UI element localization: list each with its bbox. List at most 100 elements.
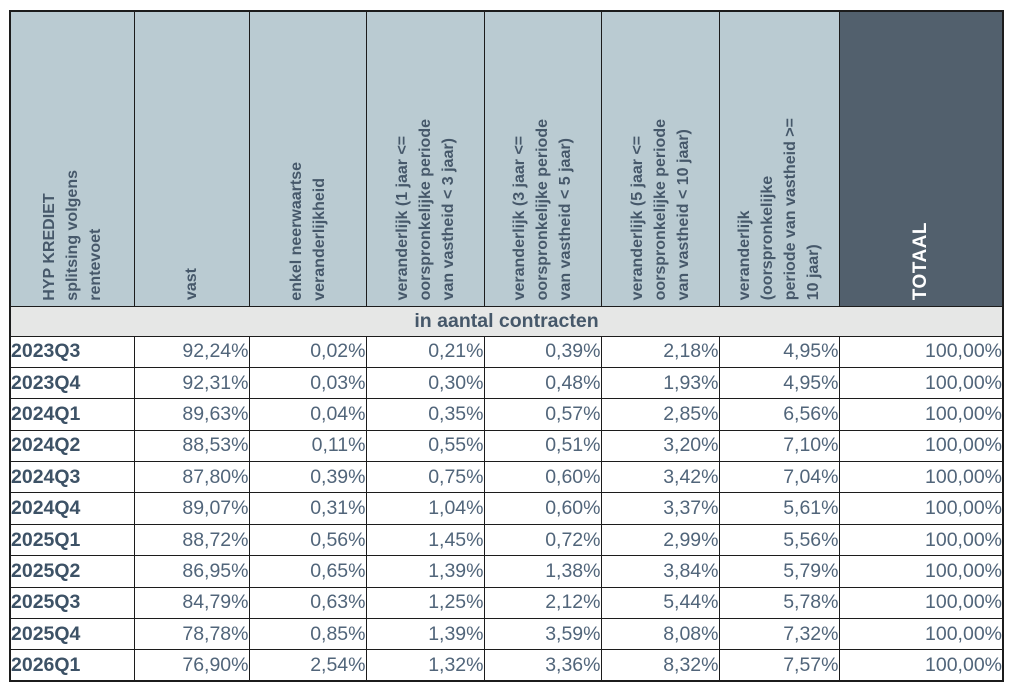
table-row: 2024Q4 89,07% 0,31% 1,04% 0,60% 3,37% 5,…	[9, 492, 1004, 525]
value-cell: 100,00%	[838, 555, 1004, 588]
corner-header-label: HYP KREDIET splitsing volgens rentevoet	[40, 169, 104, 301]
value-cell: 1,25%	[365, 586, 485, 620]
table-row: 2025Q4 78,78% 0,85% 1,39% 3,59% 8,08% 7,…	[9, 618, 1004, 651]
value-cell: 3,59%	[483, 618, 602, 651]
period-cell: 2023Q4	[9, 366, 135, 400]
value-cell: 100,00%	[838, 366, 1004, 400]
period-cell: 2025Q2	[9, 555, 135, 588]
value-cell: 86,95%	[133, 555, 250, 588]
value-cell: 92,24%	[133, 335, 250, 368]
value-cell: 100,00%	[838, 523, 1004, 557]
value-cell: 100,00%	[838, 492, 1004, 525]
value-cell: 5,44%	[600, 586, 720, 620]
value-cell: 76,90%	[133, 649, 250, 682]
value-cell: 0,35%	[365, 398, 485, 431]
value-cell: 100,00%	[838, 618, 1004, 651]
value-cell: 88,72%	[133, 523, 250, 557]
value-cell: 5,56%	[718, 523, 840, 557]
value-cell: 7,57%	[718, 649, 840, 682]
table-row: 2023Q3 92,24% 0,02% 0,21% 0,39% 2,18% 4,…	[9, 335, 1004, 368]
value-cell: 92,31%	[133, 366, 250, 400]
value-cell: 1,38%	[483, 555, 602, 588]
value-cell: 0,63%	[248, 586, 367, 620]
col-header-vast: vast	[133, 10, 250, 307]
value-cell: 3,42%	[600, 461, 720, 494]
value-cell: 0,31%	[248, 492, 367, 525]
col-header-veranderlijk-3-5-label: veranderlijk (3 jaar <= oorspronkelijke …	[511, 119, 574, 301]
value-cell: 0,75%	[365, 461, 485, 494]
value-cell: 1,93%	[600, 366, 720, 400]
table-row: 2023Q4 92,31% 0,03% 0,30% 0,48% 1,93% 4,…	[9, 366, 1004, 400]
col-header-totaal-label: TOTAAL	[910, 222, 932, 301]
col-header-enkel-neerwaarts-label: enkel neerwaartse veranderlijkheid	[287, 161, 328, 301]
value-cell: 0,57%	[483, 398, 602, 431]
value-cell: 87,80%	[133, 461, 250, 494]
value-cell: 3,84%	[600, 555, 720, 588]
header-row: HYP KREDIET splitsing volgens rentevoet …	[9, 10, 1004, 307]
col-header-veranderlijk-1-3-label: veranderlijk (1 jaar <= oorspronkelijke …	[393, 119, 457, 301]
value-cell: 1,04%	[365, 492, 485, 525]
value-cell: 100,00%	[838, 335, 1004, 368]
value-cell: 2,85%	[600, 398, 720, 431]
col-header-veranderlijk-10plus: veranderlijk (oorspronkelijke periode va…	[718, 10, 840, 307]
col-header-veranderlijk-1-3: veranderlijk (1 jaar <= oorspronkelijke …	[365, 10, 485, 307]
col-header-veranderlijk-10plus-label: veranderlijk (oorspronkelijke periode va…	[736, 118, 822, 301]
value-cell: 7,10%	[718, 429, 840, 463]
value-cell: 3,37%	[600, 492, 720, 525]
period-cell: 2024Q3	[9, 461, 135, 494]
table-row: 2024Q2 88,53% 0,11% 0,55% 0,51% 3,20% 7,…	[9, 429, 1004, 463]
period-cell: 2024Q4	[9, 492, 135, 525]
period-cell: 2026Q1	[9, 649, 135, 682]
value-cell: 0,56%	[248, 523, 367, 557]
table-row: 2025Q2 86,95% 0,65% 1,39% 1,38% 3,84% 5,…	[9, 555, 1004, 588]
value-cell: 8,08%	[600, 618, 720, 651]
section-row: in aantal contracten	[9, 305, 1004, 337]
value-cell: 0,04%	[248, 398, 367, 431]
value-cell: 0,02%	[248, 335, 367, 368]
value-cell: 6,56%	[718, 398, 840, 431]
period-cell: 2025Q4	[9, 618, 135, 651]
value-cell: 5,78%	[718, 586, 840, 620]
col-header-enkel-neerwaarts: enkel neerwaartse veranderlijkheid	[248, 10, 367, 307]
value-cell: 84,79%	[133, 586, 250, 620]
period-cell: 2023Q3	[9, 335, 135, 368]
value-cell: 0,11%	[248, 429, 367, 463]
value-cell: 2,18%	[600, 335, 720, 368]
value-cell: 0,60%	[483, 461, 602, 494]
value-cell: 2,12%	[483, 586, 602, 620]
value-cell: 7,32%	[718, 618, 840, 651]
col-header-veranderlijk-5-10: veranderlijk (5 jaar <= oorspronkelijke …	[600, 10, 720, 307]
value-cell: 0,39%	[248, 461, 367, 494]
value-cell: 0,30%	[365, 366, 485, 400]
value-cell: 2,99%	[600, 523, 720, 557]
value-cell: 5,79%	[718, 555, 840, 588]
value-cell: 2,54%	[248, 649, 367, 682]
value-cell: 3,20%	[600, 429, 720, 463]
period-cell: 2025Q1	[9, 523, 135, 557]
value-cell: 100,00%	[838, 649, 1004, 682]
table-row: 2026Q1 76,90% 2,54% 1,32% 3,36% 8,32% 7,…	[9, 649, 1004, 682]
value-cell: 3,36%	[483, 649, 602, 682]
corner-header: HYP KREDIET splitsing volgens rentevoet	[9, 10, 135, 307]
value-cell: 1,39%	[365, 555, 485, 588]
value-cell: 4,95%	[718, 366, 840, 400]
value-cell: 0,60%	[483, 492, 602, 525]
value-cell: 1,32%	[365, 649, 485, 682]
period-cell: 2024Q2	[9, 429, 135, 463]
value-cell: 1,45%	[365, 523, 485, 557]
value-cell: 88,53%	[133, 429, 250, 463]
table-row: 2024Q1 89,63% 0,04% 0,35% 0,57% 2,85% 6,…	[9, 398, 1004, 431]
value-cell: 0,51%	[483, 429, 602, 463]
value-cell: 0,85%	[248, 618, 367, 651]
value-cell: 0,03%	[248, 366, 367, 400]
col-header-totaal: TOTAAL	[838, 10, 1004, 307]
rate-split-table: HYP KREDIET splitsing volgens rentevoet …	[9, 10, 1004, 683]
value-cell: 0,48%	[483, 366, 602, 400]
table-row: 2025Q3 84,79% 0,63% 1,25% 2,12% 5,44% 5,…	[9, 586, 1004, 620]
period-cell: 2025Q3	[9, 586, 135, 620]
section-label: in aantal contracten	[9, 305, 1004, 337]
value-cell: 100,00%	[838, 398, 1004, 431]
value-cell: 4,95%	[718, 335, 840, 368]
value-cell: 0,21%	[365, 335, 485, 368]
value-cell: 100,00%	[838, 461, 1004, 494]
